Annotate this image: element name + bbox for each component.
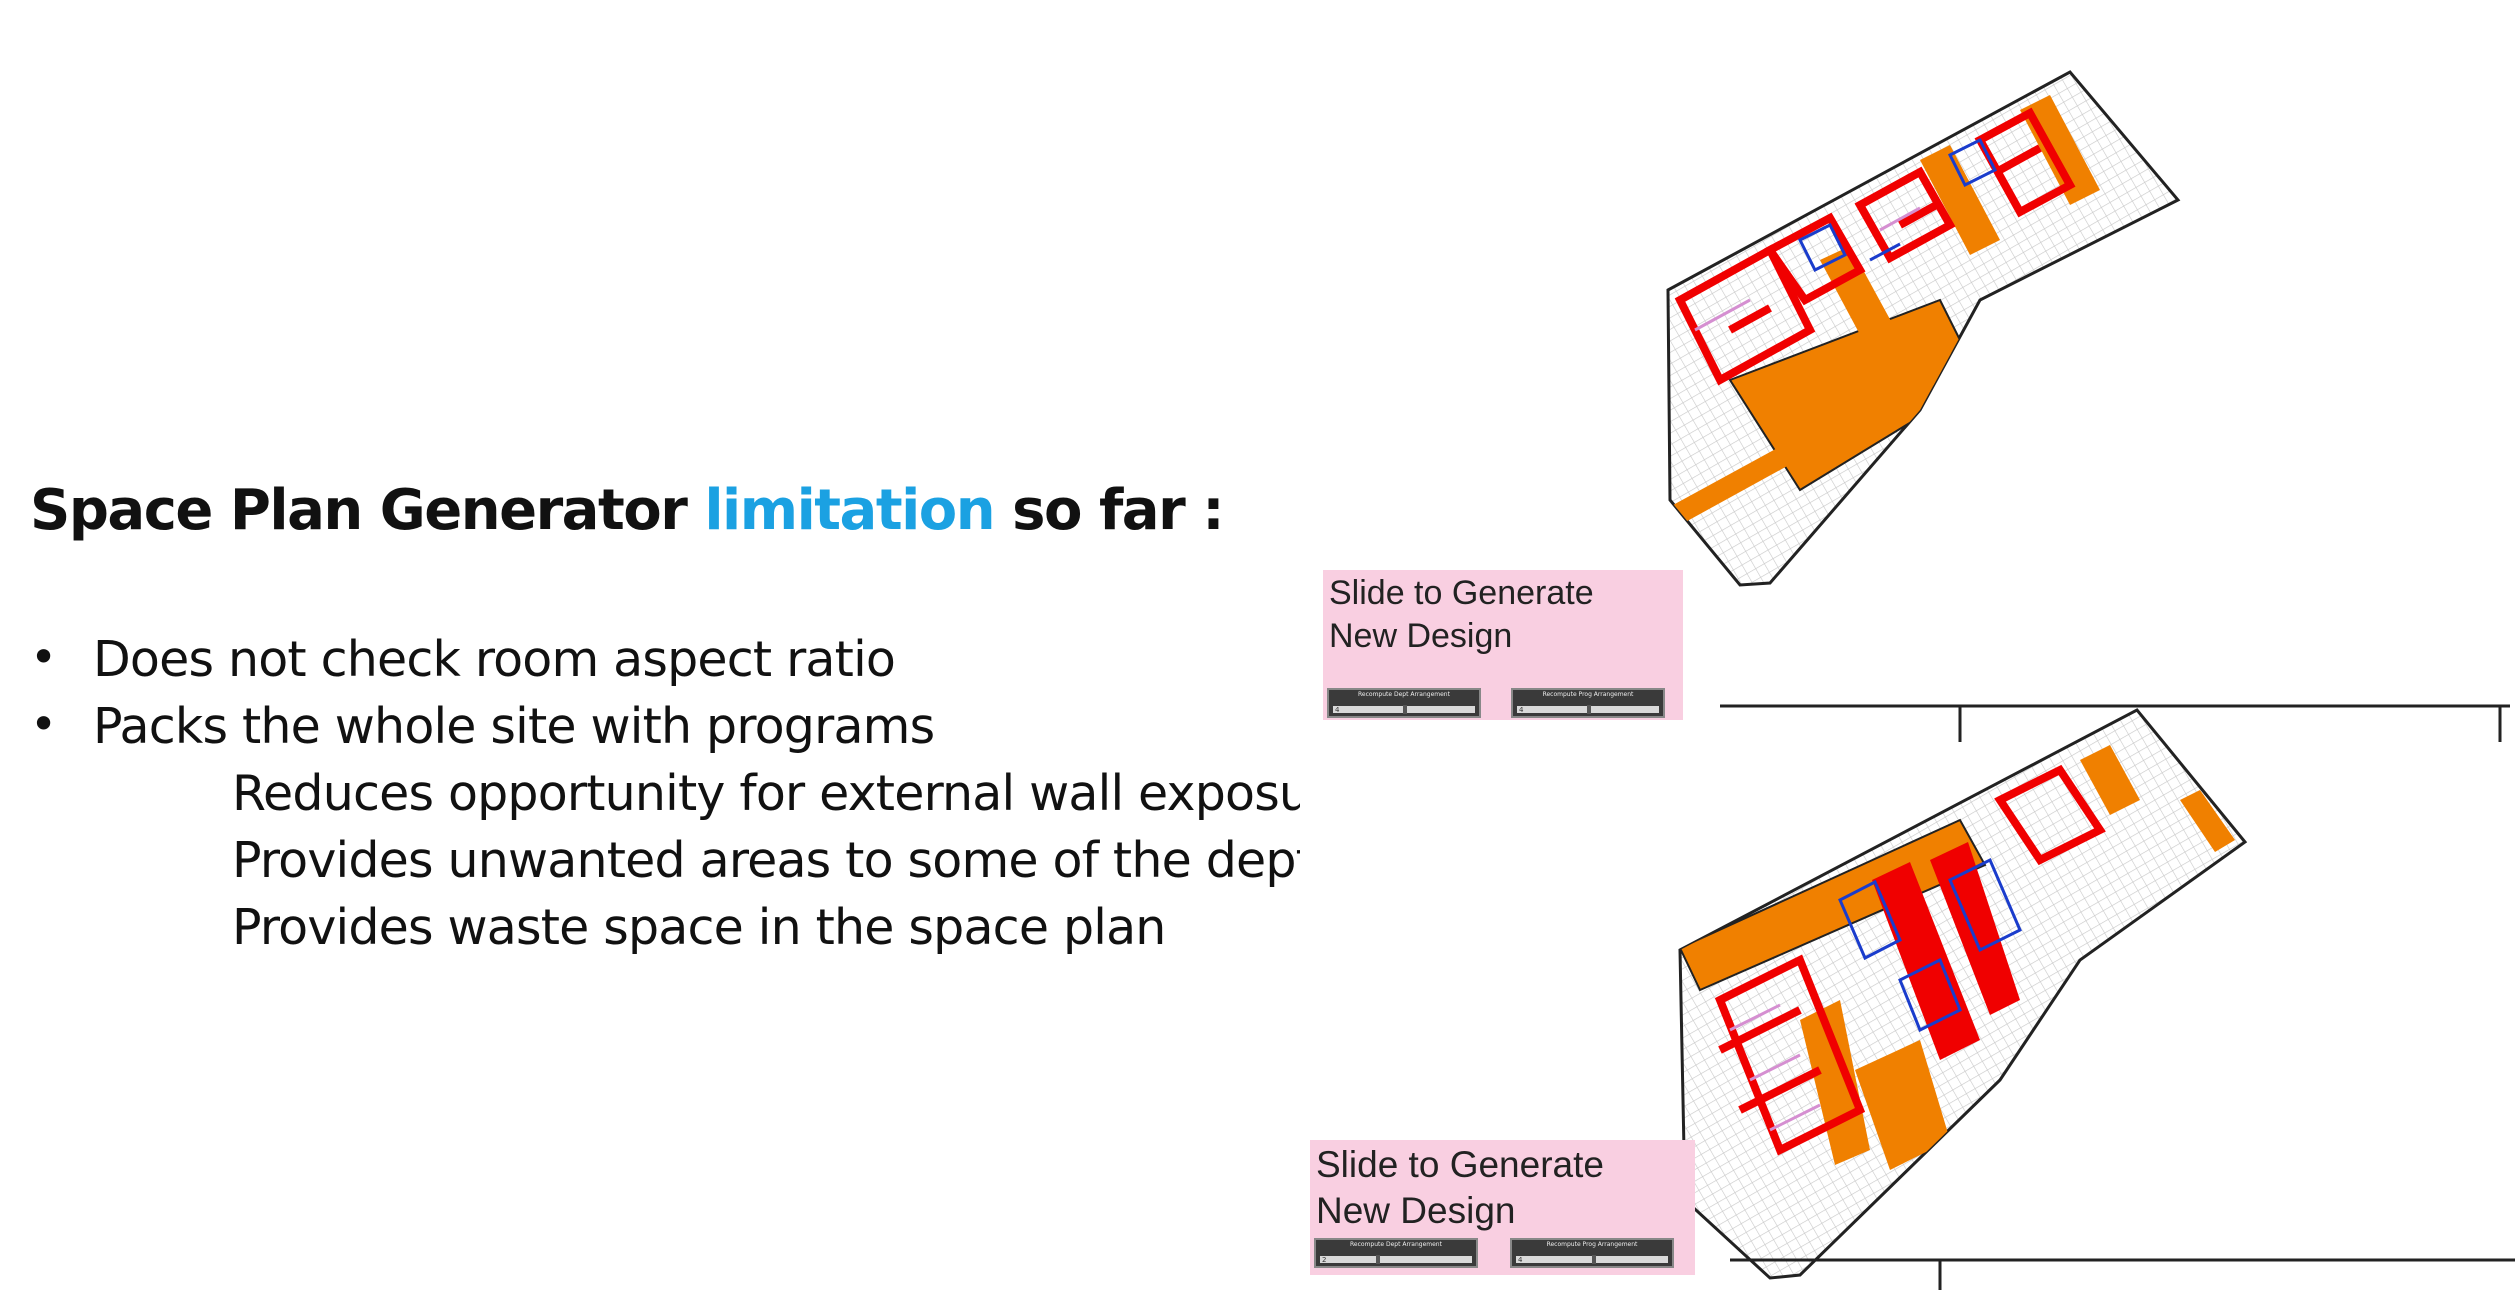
slider-caption: Slide to Generate New Design [1316, 1142, 1604, 1235]
department-strip [1920, 145, 2000, 255]
bullet-list: • Does not check room aspect ratio • Pac… [0, 600, 1300, 980]
baseline-axis [1720, 704, 2510, 742]
bullet-marker: • [30, 697, 58, 751]
sub-item: Provides waste space in the space plan [232, 899, 1166, 956]
recompute-prog-slider[interactable]: Recompute Prog Arrangement 4 [1510, 1238, 1674, 1268]
slider-value: 4 [1335, 706, 1340, 714]
caption-line-2: New Design [1316, 1190, 1516, 1232]
sub-item: Reduces opportunity for external wall ex… [232, 765, 1300, 822]
site-boundary [1678, 708, 2248, 1280]
recompute-prog-slider[interactable]: Recompute Prog Arrangement 4 [1511, 688, 1665, 718]
sub-item: Provides unwanted areas to some of the d… [232, 832, 1300, 889]
circulation-lines [1797, 137, 1998, 273]
slider-value: 4 [1518, 1256, 1523, 1264]
floor-plan-diagram-1 [1666, 70, 2510, 742]
slider-panel: Slide to Generate New Design Recompute D… [1323, 570, 1683, 720]
department-strip [2020, 95, 2100, 205]
slider-label: Recompute Prog Arrangement [1542, 691, 1634, 698]
recompute-dept-slider[interactable]: Recompute Dept Arrangement 4 [1327, 688, 1481, 718]
program-outlines [1714, 764, 2106, 1156]
bullet-item: Packs the whole site with programs [93, 698, 935, 755]
programs-design-2 [1680, 745, 2235, 1170]
caption-line-1: Slide to Generate [1329, 574, 1594, 612]
slider-knob[interactable] [1587, 705, 1591, 714]
title-highlight: limitation [704, 478, 995, 543]
department-strip [2180, 790, 2235, 852]
slider-value: 4 [1519, 706, 1524, 714]
slider-knob[interactable] [1403, 705, 1407, 714]
bullet-marker: • [30, 630, 58, 684]
slider-knob[interactable] [1376, 1255, 1380, 1264]
floor-plan-diagram-2 [1678, 708, 2515, 1290]
department-strip [2080, 745, 2140, 815]
slide-title: Space Plan Generator limitation so far : [30, 478, 1225, 543]
slider-label: Recompute Dept Arrangement [1350, 1241, 1442, 1248]
title-part1: Space Plan Generator [30, 478, 705, 543]
program-strip [1872, 862, 1980, 1060]
bullet-item: Does not check room aspect ratio [93, 631, 896, 688]
sub-program-lines [1729, 1003, 1821, 1132]
circulation-lines [1838, 857, 2022, 1033]
slider-panel: Slide to Generate New Design Recompute D… [1310, 1140, 1695, 1275]
slider-track[interactable] [1320, 1256, 1472, 1263]
program-outlines [1674, 107, 2076, 386]
slider-label: Recompute Prog Arrangement [1546, 1241, 1638, 1248]
baseline-axis [1730, 1258, 2515, 1290]
slider-label: Recompute Dept Arrangement [1358, 691, 1450, 698]
sub-program-lines [1694, 206, 1921, 332]
caption-line-1: Slide to Generate [1316, 1144, 1604, 1185]
recompute-dept-slider[interactable]: Recompute Dept Arrangement 2 [1314, 1238, 1478, 1268]
caption-line-2: New Design [1329, 616, 1513, 655]
department-strip [1800, 1000, 1870, 1165]
title-part2: so far : [994, 478, 1224, 543]
department-block [1680, 818, 1987, 992]
department-strip [1855, 1040, 1950, 1170]
space-plan-design-2: Slide to Generate New Design Recompute D… [1300, 0, 2519, 1308]
slider-caption: Slide to Generate New Design [1329, 572, 1594, 657]
slider-value: 2 [1322, 1256, 1327, 1264]
space-plan-design-1: Slide to Generate New Design Recompute D… [1300, 0, 2519, 1308]
slider-knob[interactable] [1592, 1255, 1596, 1264]
